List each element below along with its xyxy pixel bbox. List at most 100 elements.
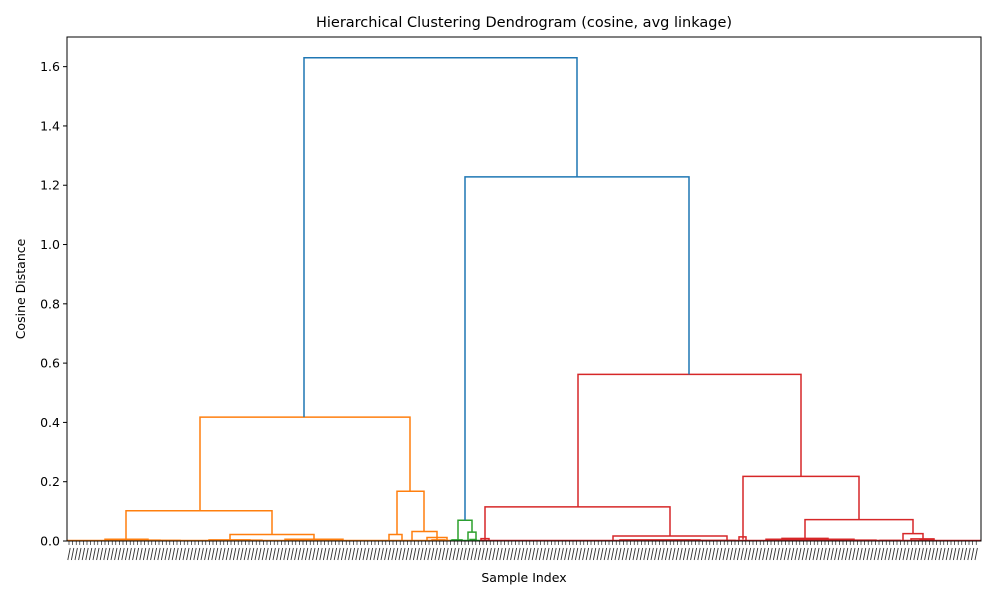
leaf-label-glyph (827, 548, 829, 560)
leaf-label-glyph (115, 548, 117, 560)
leaf-label-glyph (579, 548, 581, 560)
leaf-label-glyph (773, 548, 775, 560)
leaf-label-glyph (205, 548, 207, 560)
leaf-label-glyph (586, 548, 588, 560)
leaf-label-glyph (327, 548, 329, 560)
leaf-label-glyph (302, 548, 304, 560)
y-axis-label: Cosine Distance (13, 238, 28, 339)
leaf-label-glyph (251, 548, 253, 560)
leaf-label-glyph (345, 548, 347, 560)
leaf-label-glyph (734, 548, 736, 560)
leaf-label-glyph (813, 548, 815, 560)
leaf-label-glyph (197, 548, 199, 560)
leaf-label-glyph (82, 548, 84, 560)
x-axis-label: Sample Index (481, 570, 566, 585)
leaf-label-glyph (521, 548, 523, 560)
leaf-label-glyph (817, 548, 819, 560)
leaf-label-glyph (75, 548, 77, 560)
leaf-label-glyph (187, 548, 189, 560)
leaf-label-glyph (928, 548, 930, 560)
leaf-label-glyph (277, 548, 279, 560)
leaf-label-glyph (273, 548, 275, 560)
leaf-label-glyph (590, 548, 592, 560)
leaf-label-glyph (838, 548, 840, 560)
leaf-label-glyph (435, 548, 437, 560)
leaf-label-glyph (381, 548, 383, 560)
leaf-label-glyph (363, 548, 365, 560)
leaf-label-glyph (795, 548, 797, 560)
leaf-label-glyph (284, 548, 286, 560)
leaf-label-glyph (439, 548, 441, 560)
leaf-label-glyph (557, 548, 559, 560)
leaf-label-glyph (241, 548, 243, 560)
y-tick-label: 1.2 (40, 178, 60, 193)
leaf-label-glyph (349, 548, 351, 560)
leaf-label-glyph (71, 548, 73, 560)
leaf-label-glyph (370, 548, 372, 560)
leaf-label-glyph (341, 548, 343, 560)
leaf-label-glyph (503, 548, 505, 560)
dendrogram-link (578, 374, 801, 507)
leaf-label-glyph (547, 548, 549, 560)
leaf-label-glyph (971, 548, 973, 560)
leaf-label-glyph (961, 548, 963, 560)
leaf-label-glyph (723, 548, 725, 560)
leaf-label-glyph (611, 548, 613, 560)
dendrogram-link (458, 520, 472, 541)
leaf-label-glyph (550, 548, 552, 560)
leaf-label-glyph (633, 548, 635, 560)
leaf-label-glyph (406, 548, 408, 560)
leaf-label-glyph (453, 548, 455, 560)
leaf-label-glyph (968, 548, 970, 560)
y-tick-label: 0.2 (40, 474, 60, 489)
leaf-label-glyph (133, 548, 135, 560)
leaf-label-glyph (727, 548, 729, 560)
leaf-label-glyph (561, 548, 563, 560)
leaf-label-glyph (698, 548, 700, 560)
leaf-label-glyph (921, 548, 923, 560)
leaf-label-glyph (471, 548, 473, 560)
dendrogram-link (465, 177, 689, 520)
leaf-label-glyph (190, 548, 192, 560)
leaf-label-glyph (496, 548, 498, 560)
leaf-label-glyph (719, 548, 721, 560)
leaf-label-glyph (338, 548, 340, 560)
leaf-label-glyph (752, 548, 754, 560)
leaf-label-glyph (161, 548, 163, 560)
leaf-label-glyph (449, 548, 451, 560)
dendrogram-link (304, 58, 577, 417)
dendrogram-link (805, 520, 913, 538)
leaf-label-glyph (824, 548, 826, 560)
leaf-label-glyph (622, 548, 624, 560)
leaf-label-glyph (208, 548, 210, 560)
leaf-label-glyph (136, 548, 138, 560)
leaf-label-glyph (554, 548, 556, 560)
leaf-label-glyph (730, 548, 732, 560)
leaf-label-glyph (413, 548, 415, 560)
leaf-label-glyph (100, 548, 102, 560)
leaf-label-glyph (565, 548, 567, 560)
leaf-label-glyph (694, 548, 696, 560)
leaf-label-glyph (935, 548, 937, 560)
leaf-label-glyph (784, 548, 786, 560)
leaf-label-glyph (295, 548, 297, 560)
leaf-label-glyph (709, 548, 711, 560)
leaf-label-glyph (230, 548, 232, 560)
leaf-label-glyph (500, 548, 502, 560)
leaf-label-glyph (485, 548, 487, 560)
leaf-label-glyph (572, 548, 574, 560)
leaf-label-glyph (568, 548, 570, 560)
leaf-label-glyph (467, 548, 469, 560)
leaf-label-glyph (543, 548, 545, 560)
leaf-label-glyph (475, 548, 477, 560)
leaf-label-glyph (223, 548, 225, 560)
leaf-label-glyph (820, 548, 822, 560)
leaf-label-glyph (482, 548, 484, 560)
leaf-label-glyph (212, 548, 214, 560)
leaf-label-glyph (176, 548, 178, 560)
leaf-label-glyph (410, 548, 412, 560)
leaf-label-glyph (691, 548, 693, 560)
leaf-label-glyph (323, 548, 325, 560)
leaf-label-glyph (478, 548, 480, 560)
